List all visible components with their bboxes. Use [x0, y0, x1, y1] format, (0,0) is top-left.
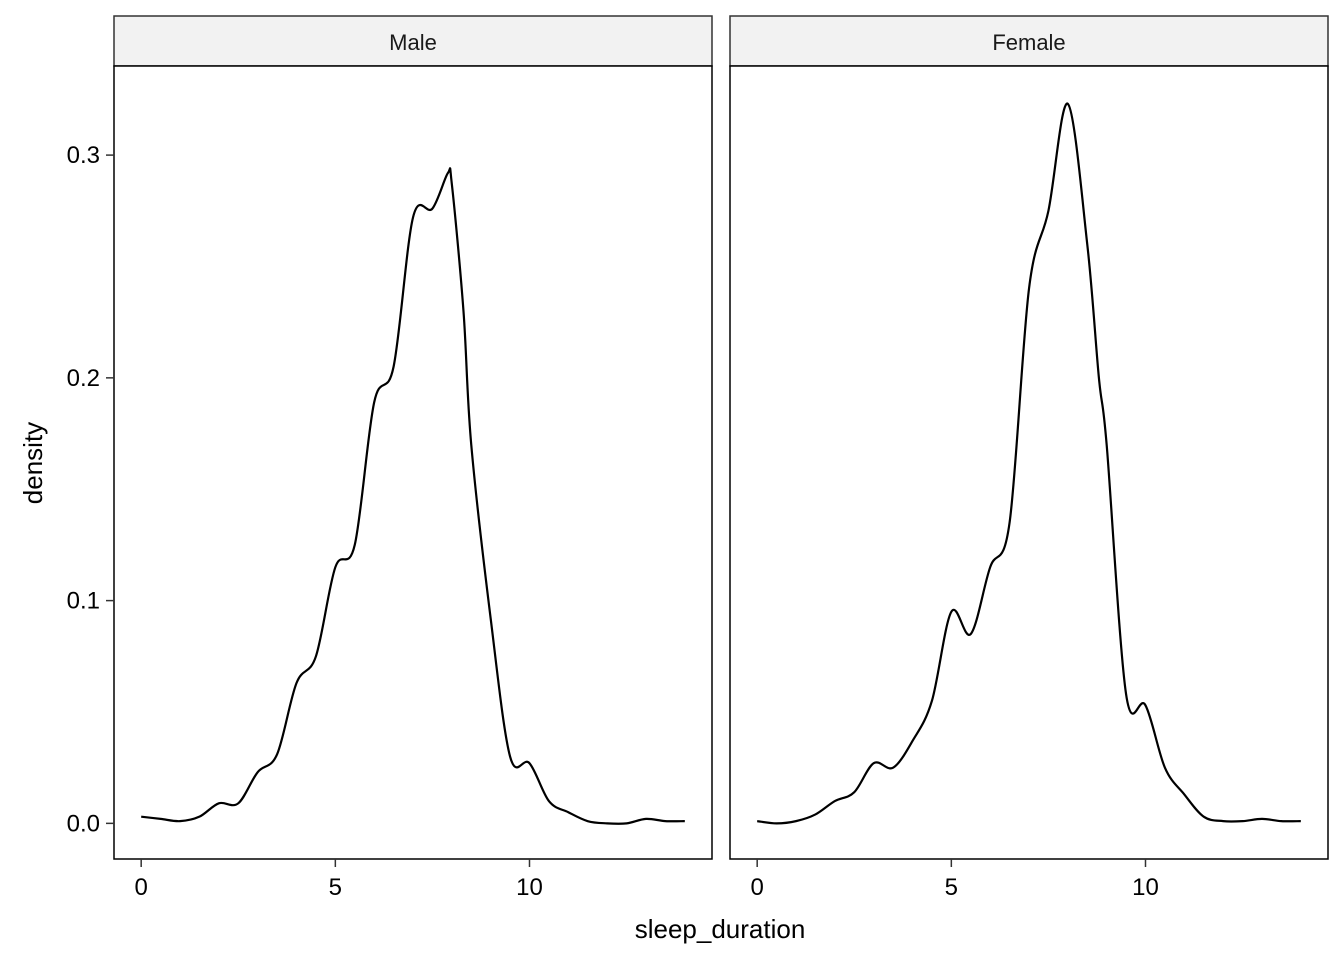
panel-border [729, 65, 1329, 860]
x-tick-label: 0 [135, 874, 148, 901]
y-tick-label: 0.1 [67, 588, 100, 615]
panel-border [113, 65, 713, 860]
x-tick-label: 0 [751, 874, 764, 901]
density-line-male [141, 167, 685, 825]
strip-background [729, 15, 1329, 67]
x-tick-label: 10 [1132, 874, 1159, 901]
y-tick-label: 0.3 [67, 142, 100, 169]
y-axis: 0.0 0.1 0.2 0.3 [67, 142, 114, 837]
x-axis-female: 0 5 10 [751, 859, 1159, 901]
facet-panel-female: Female [729, 15, 1329, 860]
x-tick-label: 5 [329, 874, 342, 901]
density-line-female [757, 102, 1301, 825]
x-tick-label: 10 [516, 874, 543, 901]
y-axis-title: density [18, 422, 48, 504]
facet-panel-male: Male [113, 15, 713, 860]
x-axis-title: sleep_duration [635, 914, 806, 944]
x-axis-male: 0 5 10 [135, 859, 543, 901]
strip-label-male: Male [389, 30, 437, 55]
x-tick-label: 5 [945, 874, 958, 901]
strip-label-female: Female [992, 30, 1065, 55]
strip-background [113, 15, 713, 67]
y-tick-label: 0.0 [67, 810, 100, 837]
y-tick-label: 0.2 [67, 365, 100, 392]
